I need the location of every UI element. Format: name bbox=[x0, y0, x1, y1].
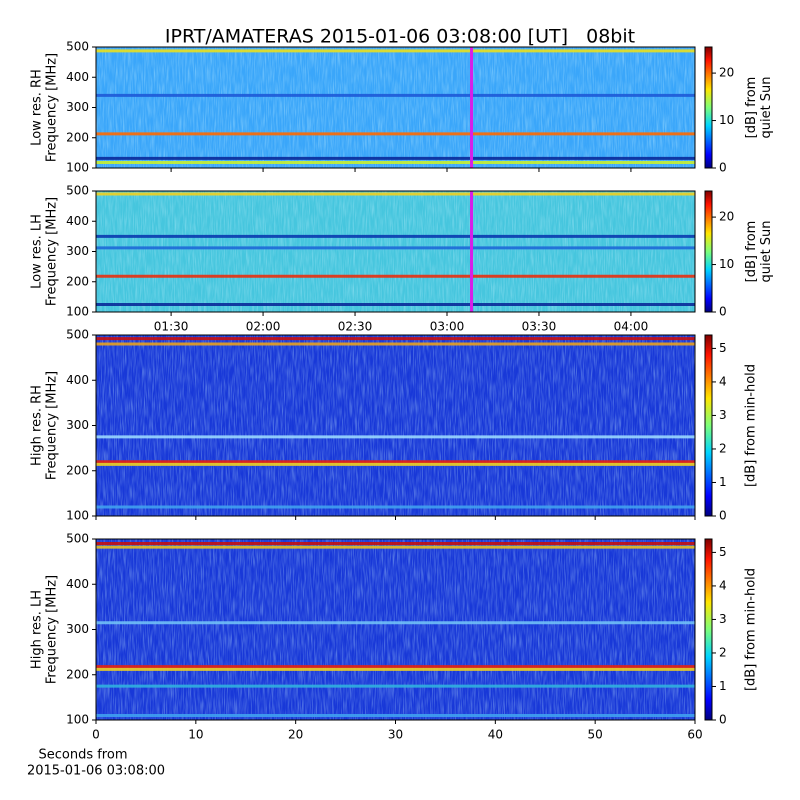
y-axis-label: Frequency [MHz] bbox=[45, 575, 60, 684]
y-axis-label: Frequency [MHz] bbox=[45, 371, 60, 480]
y-tick-label: 300 bbox=[66, 244, 89, 258]
y-tick-label: 300 bbox=[66, 100, 89, 114]
y-axis-label: Frequency [MHz] bbox=[45, 53, 60, 162]
colorbar-tick-label: 0 bbox=[719, 509, 727, 523]
colorbar-tick-label: 3 bbox=[719, 612, 727, 626]
y-tick-label: 500 bbox=[66, 40, 89, 54]
x-tick-label: 03:00 bbox=[430, 320, 465, 334]
colorbar-label: [dB] from min-hold bbox=[744, 364, 759, 487]
colorbar-tick-label: 10 bbox=[719, 113, 734, 127]
x-tick-label: 10 bbox=[188, 728, 203, 742]
colorbar-tick-label: 2 bbox=[719, 645, 727, 659]
y-tick-label: 200 bbox=[66, 667, 89, 681]
y-tick-label: 300 bbox=[66, 622, 89, 636]
colorbar-tick-label: 4 bbox=[719, 578, 727, 592]
colorbar-label: [dB] from min-hold bbox=[744, 568, 759, 691]
footer: Seconds from bbox=[38, 748, 127, 763]
colorbar-tick-label: 10 bbox=[719, 257, 734, 271]
colorbar-tick-label: 0 bbox=[719, 713, 727, 727]
colorbar-tick-label: 4 bbox=[719, 374, 727, 388]
y-tick-label: 200 bbox=[66, 130, 89, 144]
x-tick-label: 03:30 bbox=[522, 320, 557, 334]
colorbar-tick-label: 20 bbox=[719, 66, 734, 80]
colorbar bbox=[704, 190, 713, 313]
colorbar-tick-label: 1 bbox=[719, 679, 727, 693]
colorbar-label: [dB] from bbox=[744, 221, 759, 283]
footer: 2015-01-06 03:08:00 bbox=[27, 764, 165, 779]
spectrogram-noise bbox=[96, 47, 695, 168]
colorbar-tick-label: 20 bbox=[719, 210, 734, 224]
colorbar bbox=[704, 46, 713, 169]
y-tick-label: 400 bbox=[66, 373, 89, 387]
y-tick-label: 100 bbox=[66, 509, 89, 523]
colorbar bbox=[704, 334, 713, 517]
colorbar-tick-label: 5 bbox=[719, 341, 727, 355]
x-tick-label: 02:00 bbox=[246, 320, 281, 334]
title: IPRT/AMATERAS 2015-01-06 03:08:00 [UT] 0… bbox=[165, 26, 635, 48]
x-tick-label: 50 bbox=[588, 728, 603, 742]
colorbar-label: [dB] from bbox=[744, 77, 759, 139]
colorbar-tick-label: 0 bbox=[719, 305, 727, 319]
y-tick-label: 100 bbox=[66, 161, 89, 175]
x-tick-label: 20 bbox=[288, 728, 303, 742]
y-tick-label: 400 bbox=[66, 70, 89, 84]
colorbar-label: quiet Sun bbox=[759, 220, 774, 282]
y-tick-label: 100 bbox=[66, 305, 89, 319]
y-axis-label: Low res. LH bbox=[30, 214, 45, 289]
x-tick-label: 01:30 bbox=[154, 320, 189, 334]
spectrogram-noise bbox=[96, 191, 695, 312]
y-tick-label: 100 bbox=[66, 713, 89, 727]
colorbar-tick-label: 5 bbox=[719, 545, 727, 559]
x-tick-label: 02:30 bbox=[338, 320, 373, 334]
y-tick-label: 400 bbox=[66, 577, 89, 591]
colorbar-tick-label: 0 bbox=[719, 161, 727, 175]
colorbar-tick-label: 3 bbox=[719, 408, 727, 422]
spectrogram-noise bbox=[96, 335, 695, 516]
y-axis-label: Low res. RH bbox=[30, 69, 45, 146]
x-tick-label: 04:00 bbox=[614, 320, 649, 334]
y-tick-label: 500 bbox=[66, 328, 89, 342]
y-axis-label: Frequency [MHz] bbox=[45, 197, 60, 306]
y-tick-label: 200 bbox=[66, 274, 89, 288]
spectrogram-noise bbox=[96, 539, 695, 720]
colorbar-tick-label: 2 bbox=[719, 441, 727, 455]
y-tick-label: 500 bbox=[66, 532, 89, 546]
x-tick-label: 60 bbox=[687, 728, 702, 742]
y-tick-label: 400 bbox=[66, 214, 89, 228]
y-axis-label: High res. LH bbox=[30, 590, 45, 669]
y-tick-label: 200 bbox=[66, 463, 89, 477]
y-tick-label: 500 bbox=[66, 184, 89, 198]
colorbar-label: quiet Sun bbox=[759, 76, 774, 138]
colorbar-tick-label: 1 bbox=[719, 475, 727, 489]
x-tick-label: 30 bbox=[388, 728, 403, 742]
y-tick-label: 300 bbox=[66, 418, 89, 432]
y-axis-label: High res. RH bbox=[30, 385, 45, 466]
x-tick-label: 40 bbox=[488, 728, 503, 742]
colorbar bbox=[704, 538, 713, 721]
x-tick-label: 0 bbox=[92, 728, 100, 742]
